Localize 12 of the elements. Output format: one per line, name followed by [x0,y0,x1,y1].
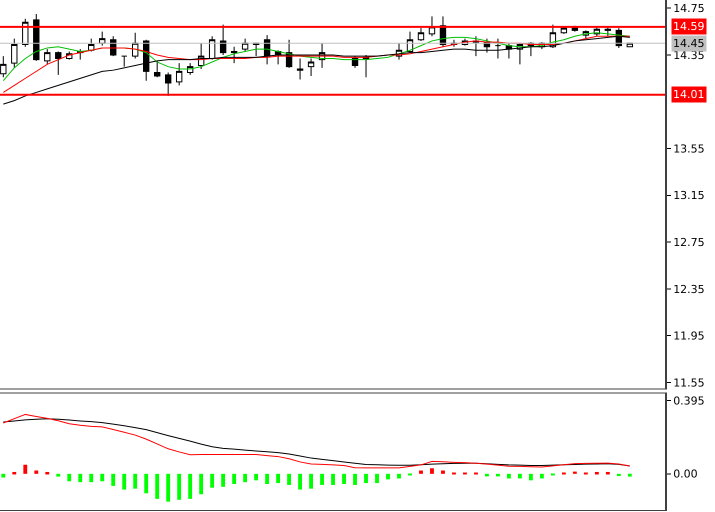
ref-line-label: 14.45 [673,37,704,50]
y-tick-label: 11.95 [673,330,705,343]
y-tick-label: 11.55 [673,376,705,390]
y-tick-label: 0.00 [673,468,698,481]
ref-line-label: 14.59 [673,20,704,33]
y-tick-label: 0.395 [673,394,705,408]
y-tick-label: 13.55 [673,142,705,156]
ref-line-label: 14.01 [673,88,704,101]
y-tick-label: 13.15 [673,189,705,202]
y-tick-label: 14.75 [673,2,705,16]
y-tick-label: 12.35 [673,282,705,296]
y-tick-label: 12.75 [673,236,705,250]
